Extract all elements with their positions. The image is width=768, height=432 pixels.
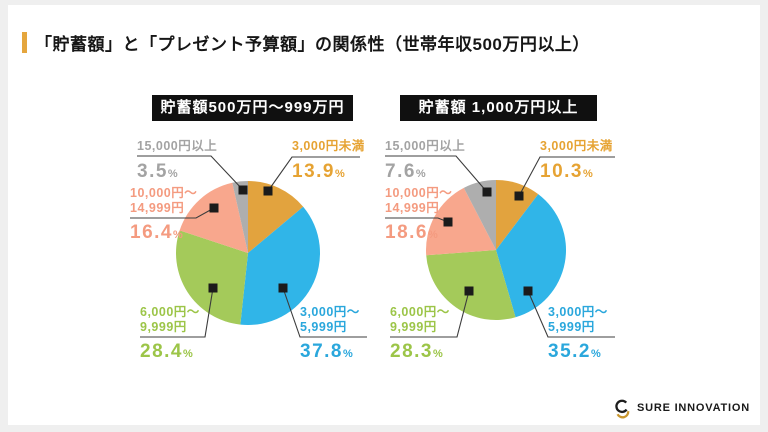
slice-percentage: 28.3% [390, 341, 443, 363]
slice-marker [209, 203, 219, 213]
slice-label: 15,000円以上 [137, 139, 217, 154]
slice-label-line: 15,000円以上 [137, 139, 218, 153]
slice-label: 3,000円未満 [292, 139, 365, 154]
slice-label-line: 6,000円～ [390, 305, 450, 319]
slice-label: 6,000円～ 9,999円 [140, 305, 200, 335]
slice-label: 3,000円～ 5,999円 [548, 305, 608, 335]
percent-sign: % [590, 348, 601, 360]
leader-line [282, 287, 367, 338]
percent-sign: % [182, 348, 193, 360]
pie-slice [176, 230, 248, 325]
slice-label-line: 5,999円 [300, 320, 347, 334]
slice-marker [208, 283, 218, 293]
slice-percentage-value: 13.9 [292, 161, 335, 182]
percent-sign: % [432, 348, 443, 360]
slice-label-line: 5,999円 [548, 320, 595, 334]
slice-percentage-value: 28.3 [390, 341, 433, 362]
pie-slice [496, 180, 539, 250]
slice-percentage-value: 3.5 [137, 161, 168, 182]
slice-percentage: 10.3% [540, 161, 593, 183]
pie-slice [248, 181, 304, 253]
slice-percentage: 3.5% [137, 161, 178, 183]
pie-slice [426, 250, 516, 320]
percent-sign: % [342, 348, 353, 360]
slice-marker [263, 186, 273, 196]
slice-percentage-value: 37.8 [300, 341, 343, 362]
slice-label-line: 14,999円 [130, 201, 185, 215]
content-card: 「貯蓄額」と「プレゼント予算額」の関係性（世帯年収500万円以上） 貯蓄額500… [8, 5, 760, 425]
logo-arc-black [615, 399, 628, 414]
title-accent-bar [22, 32, 27, 53]
slice-percentage: 7.6% [385, 161, 426, 183]
slice-label: 3,000円～ 5,999円 [300, 305, 360, 335]
chart-title-1: 貯蓄額 1,000万円以上 [400, 95, 597, 121]
slice-label-line: 3,000円～ [300, 305, 360, 319]
slice-label-line: 14,999円 [385, 201, 440, 215]
chart-title-0: 貯蓄額500万円～999万円 [152, 95, 353, 121]
slice-label-line: 3,000円～ [548, 305, 608, 319]
slice-percentage-value: 16.4 [130, 222, 173, 243]
footer: SURE INNOVATION [610, 397, 750, 419]
slice-percentage: 37.8% [300, 341, 353, 363]
slice-marker [482, 187, 492, 197]
pie-charts-canvas [130, 155, 615, 338]
pie-slice [463, 180, 496, 250]
pie-slice [240, 206, 321, 326]
chart-title-text: 貯蓄額500万円～999万円 [160, 99, 345, 116]
pie-slice [232, 181, 248, 253]
chart-title-text: 貯蓄額 1,000万円以上 [418, 99, 579, 116]
percent-sign: % [334, 168, 345, 180]
slice-marker [238, 185, 248, 195]
slice-percentage: 13.9% [292, 161, 345, 183]
logo-arc-gold [616, 411, 630, 419]
slice-percentage: 18.6% [385, 222, 438, 244]
slice-marker [464, 286, 474, 296]
slice-marker [514, 191, 524, 201]
percent-sign: % [167, 168, 178, 180]
leader-line [527, 290, 615, 338]
percent-sign: % [427, 229, 438, 241]
slice-label: 6,000円～ 9,999円 [390, 305, 450, 335]
leader-line [390, 290, 470, 338]
slice-label-line: 3,000円未満 [292, 139, 365, 153]
pie-slice [179, 182, 248, 253]
slice-label: 3,000円未満 [540, 139, 613, 154]
pie-slice [496, 194, 567, 318]
leader-line [267, 156, 360, 192]
leader-line [385, 155, 488, 193]
slice-percentage-value: 7.6 [385, 161, 416, 182]
slice-marker [443, 217, 453, 227]
leader-line [130, 207, 215, 219]
slice-percentage-value: 35.2 [548, 341, 591, 362]
slice-label: 10,000円～ 14,999円 [130, 186, 197, 216]
slice-label-line: 10,000円～ [385, 186, 453, 200]
slice-percentage: 28.4% [140, 341, 193, 363]
leader-line [137, 155, 244, 191]
slice-label-line: 9,999円 [140, 320, 187, 334]
slice-label-line: 3,000円未満 [540, 139, 613, 153]
slice-percentage-value: 10.3 [540, 161, 583, 182]
slice-label-line: 10,000円～ [130, 186, 198, 200]
slice-marker [278, 283, 288, 293]
brand-name: SURE INNOVATION [636, 402, 750, 414]
pie-slice [426, 187, 496, 256]
percent-sign: % [582, 168, 593, 180]
slice-percentage: 35.2% [548, 341, 601, 363]
slice-label-line: 15,000円以上 [385, 139, 466, 153]
leader-line [140, 287, 214, 338]
slice-label-line: 6,000円～ [140, 305, 200, 319]
slice-percentage-value: 28.4 [140, 341, 183, 362]
sure-innovation-logo-icon [615, 399, 630, 419]
percent-sign: % [415, 168, 426, 180]
slice-percentage: 16.4% [130, 222, 183, 244]
percent-sign: % [172, 229, 183, 241]
slice-label: 10,000円～ 14,999円 [385, 186, 452, 216]
slice-label-line: 9,999円 [390, 320, 437, 334]
page-title-row: 「貯蓄額」と「プレゼント予算額」の関係性（世帯年収500万円以上） [22, 30, 590, 55]
page-title: 「貯蓄額」と「プレゼント予算額」の関係性（世帯年収500万円以上） [35, 35, 590, 54]
slice-marker [523, 286, 533, 296]
slice-label: 15,000円以上 [385, 139, 465, 154]
slice-percentage-value: 18.6 [385, 222, 428, 243]
leader-line [518, 156, 615, 197]
